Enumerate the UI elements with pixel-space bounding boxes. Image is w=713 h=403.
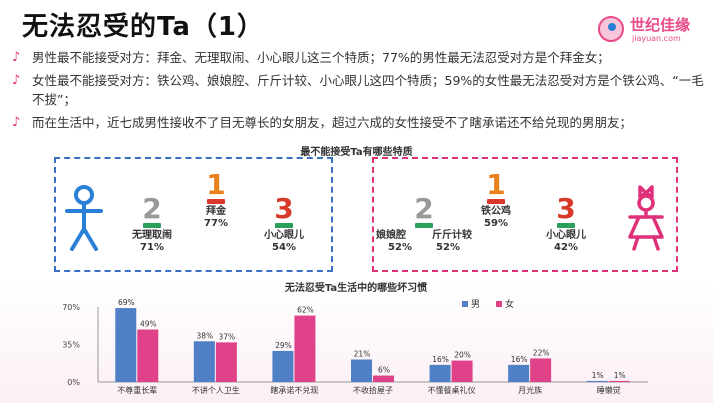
female-rank-3: 3 小心眼儿 42% [534, 195, 598, 254]
bar-male [351, 359, 372, 382]
female-rank-1: 1 铁公鸡 59% [466, 171, 526, 230]
x-tick-label: 瞎承诺不兑现 [270, 385, 318, 395]
data-label: 6% [378, 366, 390, 375]
y-tick-label: 70% [62, 303, 80, 312]
data-label: 29% [275, 341, 292, 350]
bar-male [115, 308, 137, 382]
x-tick-label: 不尊重长辈 [117, 385, 157, 395]
legend-label: 女 [505, 298, 514, 310]
bar-female [608, 380, 630, 382]
bar-male [429, 364, 451, 382]
female-rank-2: 2 娘娘腔 斤斤计较 52% 52% [376, 195, 472, 254]
data-label: 16% [432, 355, 449, 364]
rank-label: 斤斤计较 [432, 230, 472, 241]
bar-female [294, 315, 316, 382]
podium-icon [557, 223, 575, 228]
rank-value: 71% [140, 242, 164, 253]
data-label: 1% [592, 371, 604, 380]
data-label: 21% [354, 350, 371, 359]
podium-icon [415, 223, 433, 228]
female-ranking-panel: 2 娘娘腔 斤斤计较 52% 52% 1 铁公鸡 59% 3 小心眼儿 42% [372, 157, 678, 272]
male-rank-2: 2 无理取闹 71% [120, 195, 184, 254]
podium-icon [143, 223, 161, 228]
rank-label: 无理取闹 [132, 230, 172, 241]
bad-habits-chart: 无法忍受Ta生活中的哪些坏习惯男 女 0% 35% 70% 69% 49% 不尊重长辈 38% 3… [0, 280, 713, 403]
data-label: 62% [297, 306, 314, 315]
rank-label: 娘娘腔 [376, 230, 406, 241]
rank-number: 2 [414, 192, 434, 225]
rank-value: 42% [554, 242, 578, 253]
legend-swatch [462, 301, 468, 307]
rank-label: 拜金 [206, 206, 226, 217]
podium-icon [207, 199, 225, 204]
logo-icon [598, 16, 624, 42]
male-ranking-panel: 2 无理取闹 71% 1 拜金 77% 3 小心眼儿 54% [54, 157, 333, 272]
rank-number: 3 [556, 192, 576, 225]
rank-number: 3 [274, 192, 294, 225]
y-tick-label: 35% [62, 341, 80, 350]
bar-female [215, 342, 237, 382]
bar-male [193, 341, 215, 382]
bar-female [451, 360, 473, 382]
data-label: 16% [511, 355, 528, 364]
x-tick-label: 不讲个人卫生 [192, 385, 240, 395]
music-note-icon: ♪ [12, 50, 21, 65]
podium-icon [487, 199, 505, 204]
brand-logo: 世纪佳缘 jiayuan.com [598, 14, 698, 46]
logo-name: 世纪佳缘 [630, 16, 691, 34]
chart-title: 无法忍受Ta生活中的哪些坏习惯 [284, 281, 427, 294]
bar-male [272, 350, 294, 382]
female-figure-icon [628, 185, 664, 251]
data-label: 38% [197, 331, 214, 340]
male-figure-icon [65, 185, 103, 251]
rank-number: 1 [206, 168, 226, 201]
bullet-text: 而在生活中，近七成男性接收不了目无尊长的女朋友，超过六成的女性接受不了瞎承诺还不… [32, 115, 633, 130]
rank-number: 1 [486, 168, 506, 201]
data-label: 1% [614, 371, 626, 380]
data-label: 69% [118, 298, 135, 307]
rank-label: 铁公鸡 [481, 206, 511, 217]
y-tick-label: 0% [67, 378, 80, 387]
rank-value: 52% [436, 242, 460, 253]
x-tick-label: 不懂餐桌礼仪 [428, 385, 476, 395]
bar-female [137, 329, 159, 382]
page-title: 无法忍受的Ta（1） [22, 12, 265, 42]
bar-female [373, 375, 394, 382]
data-label: 22% [533, 348, 550, 357]
rank-value: 54% [272, 242, 296, 253]
music-note-icon: ♪ [12, 73, 21, 88]
x-tick-label: 睡懒觉 [597, 385, 621, 395]
rank-number: 2 [142, 192, 162, 225]
data-label: 49% [140, 320, 157, 329]
bar-male [586, 380, 608, 382]
rank-value: 59% [484, 218, 508, 229]
music-note-icon: ♪ [12, 115, 21, 130]
male-rank-1: 1 拜金 77% [186, 171, 246, 230]
bullet-item: ♪ 而在生活中，近七成男性接收不了目无尊长的女朋友，超过六成的女性接受不了瞎承诺… [8, 113, 708, 132]
legend-label: 男 [471, 299, 480, 310]
bullet-text: 女性最不能接受对方：铁公鸡、娘娘腔、斤斤计较、小心眼儿这四个特质；59%的女性最… [32, 73, 704, 107]
rank-label: 小心眼儿 [546, 230, 586, 241]
bar-female [530, 358, 552, 382]
data-label: 37% [219, 332, 236, 341]
bullet-list: ♪ 男性最不能接受对方：拜金、无理取闹、小心眼儿这三个特质；77%的男性最无法忍… [8, 48, 708, 136]
data-label: 20% [454, 351, 471, 360]
logo-url: jiayuan.com [632, 34, 681, 43]
x-tick-label: 不收拾屋子 [353, 385, 393, 395]
rank-value: 77% [204, 218, 228, 229]
x-tick-label: 月光族 [518, 385, 542, 395]
male-rank-3: 3 小心眼儿 54% [252, 195, 316, 254]
ranking-panel-title: 最不能接受Ta有哪些特质 [300, 147, 413, 158]
rank-value: 52% [388, 242, 412, 253]
bullet-text: 男性最不能接受对方：拜金、无理取闹、小心眼儿这三个特质；77%的男性最无法忍受对… [32, 50, 610, 65]
bullet-item: ♪ 男性最不能接受对方：拜金、无理取闹、小心眼儿这三个特质；77%的男性最无法忍… [8, 48, 708, 67]
bullet-item: ♪ 女性最不能接受对方：铁公鸡、娘娘腔、斤斤计较、小心眼儿这四个特质；59%的女… [8, 71, 708, 109]
rank-label: 小心眼儿 [264, 230, 304, 241]
legend-swatch [496, 301, 502, 307]
bar-male [508, 364, 530, 382]
podium-icon [275, 223, 293, 228]
